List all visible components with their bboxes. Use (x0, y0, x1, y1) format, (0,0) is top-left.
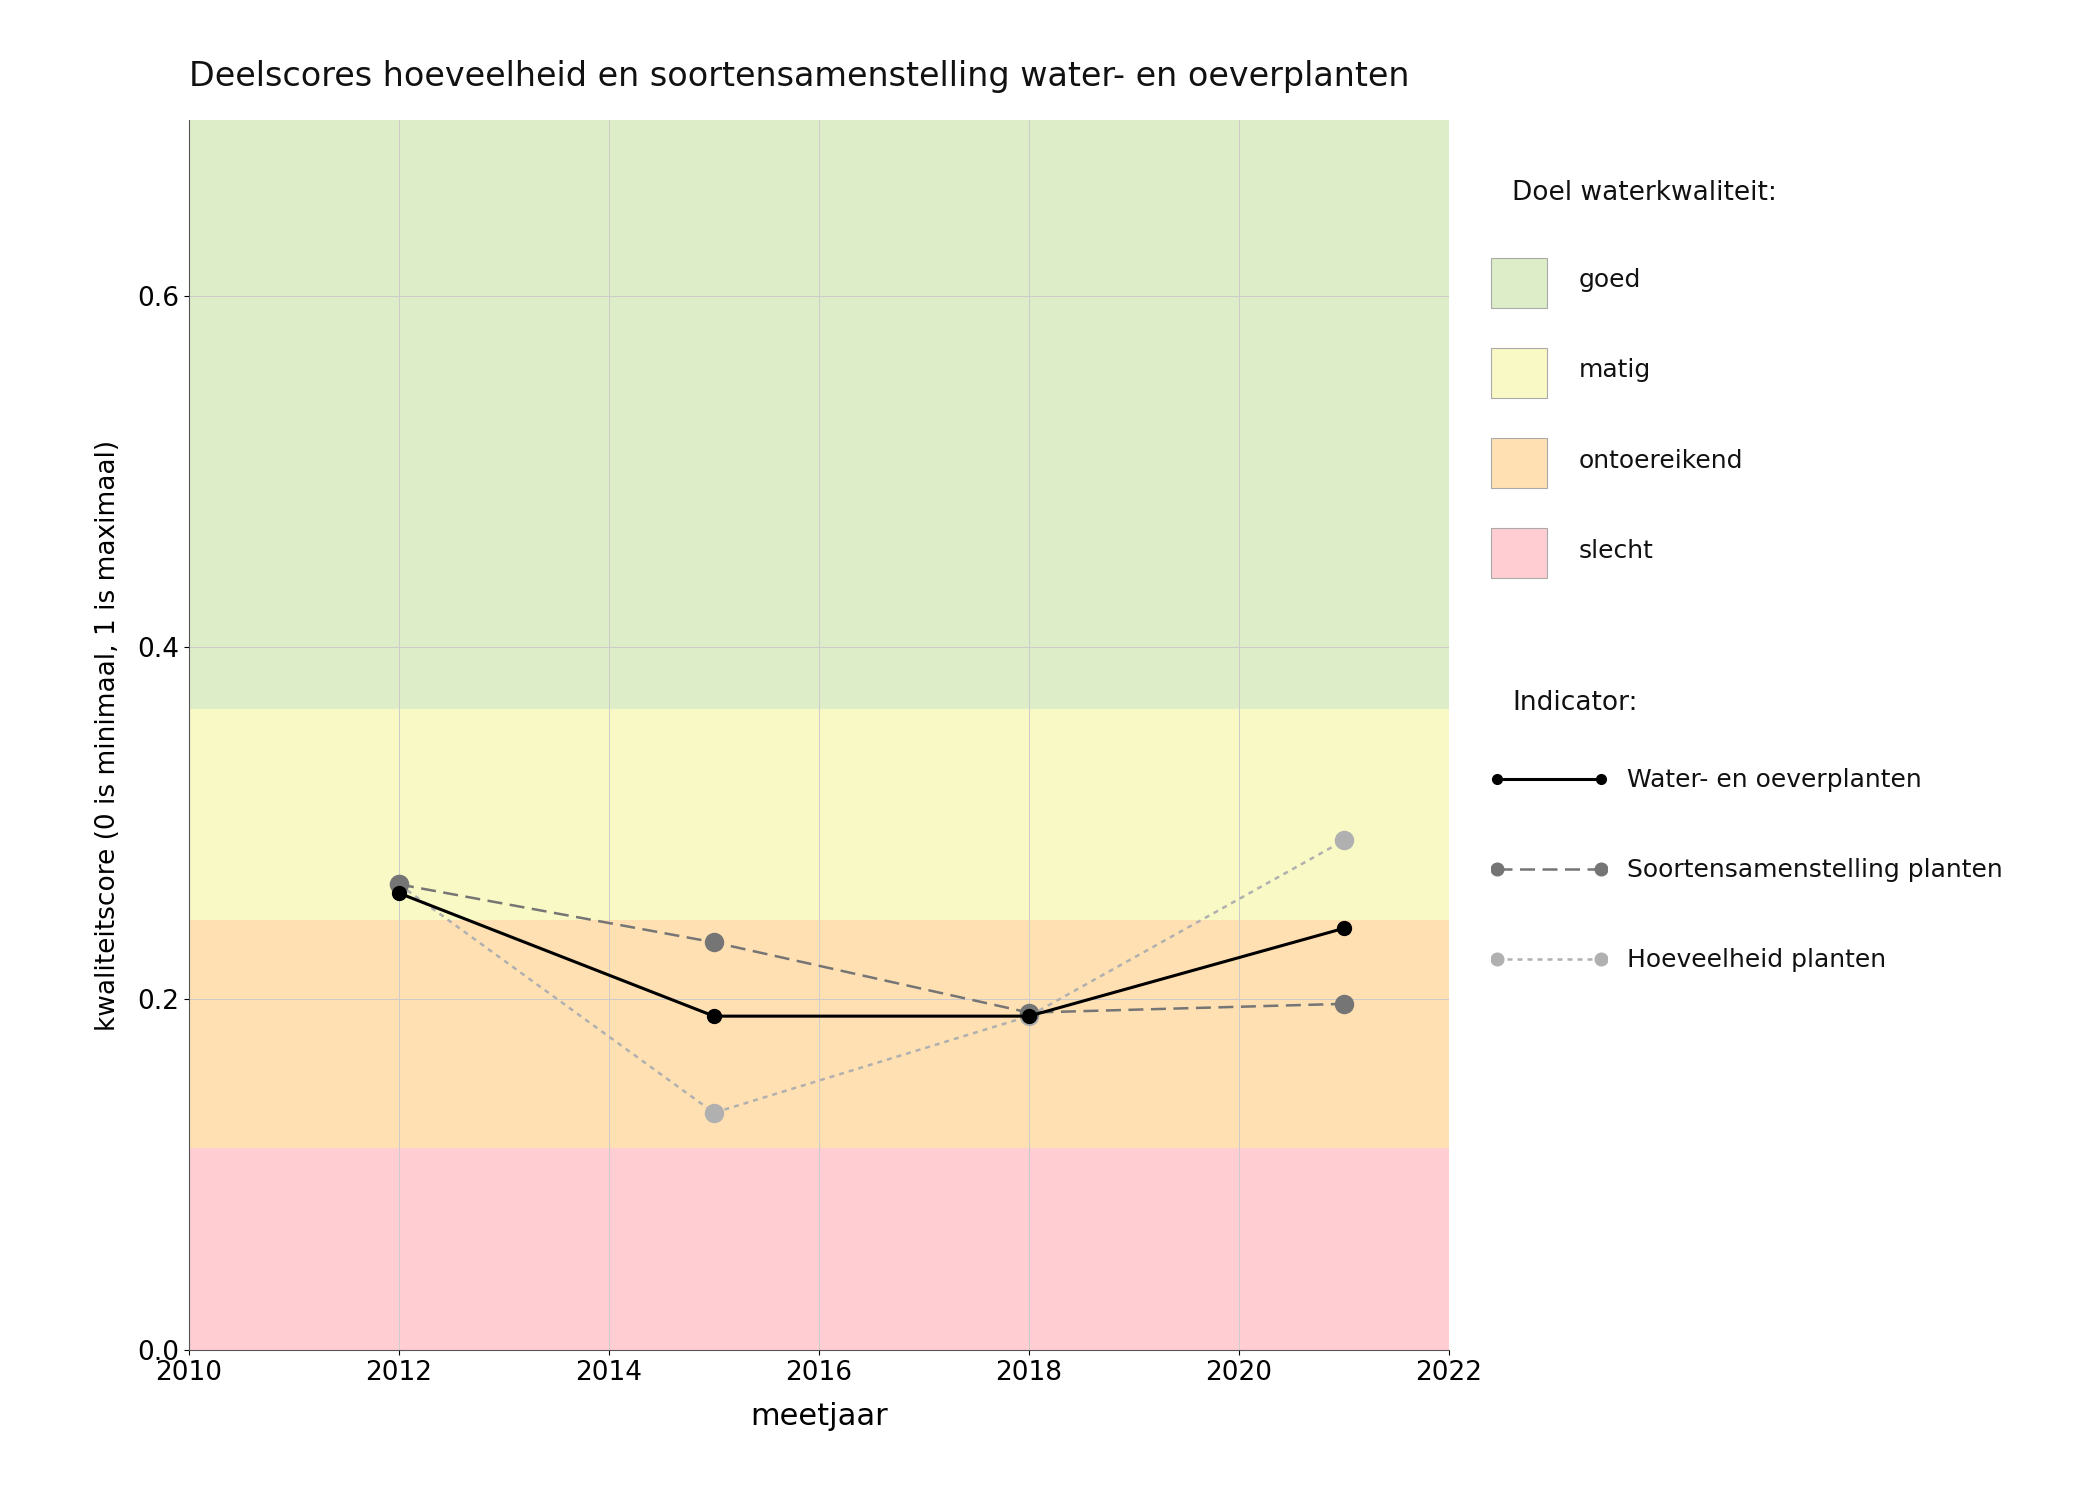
Water- en oeverplanten (1016, 1007, 1042, 1025)
Soortensamenstelling planten (1331, 994, 1357, 1012)
Bar (189, 1148, 1449, 1350)
Hoeveelheid planten (386, 876, 412, 894)
Text: Hoeveelheid planten: Hoeveelheid planten (1628, 948, 1886, 972)
Text: Deelscores hoeveelheid en soortensamenstelling water- en oeverplanten: Deelscores hoeveelheid en soortensamenst… (189, 60, 1409, 93)
Bar (189, 708, 1449, 920)
Soortensamenstelling planten (701, 933, 727, 951)
Text: Doel waterkwaliteit:: Doel waterkwaliteit: (1512, 180, 1777, 206)
Y-axis label: kwaliteitscore (0 is minimaal, 1 is maximaal): kwaliteitscore (0 is minimaal, 1 is maxi… (94, 440, 120, 1030)
Soortensamenstelling planten (1016, 1004, 1042, 1022)
Hoeveelheid planten (1331, 831, 1357, 849)
Water- en oeverplanten (1331, 920, 1357, 938)
Line: Hoeveelheid planten: Hoeveelheid planten (391, 831, 1352, 1122)
Bar (189, 920, 1449, 1148)
Hoeveelheid planten (701, 1104, 727, 1122)
Soortensamenstelling planten (386, 876, 412, 894)
Text: slecht: slecht (1579, 538, 1653, 562)
Hoeveelheid planten (1016, 1007, 1042, 1025)
Bar (189, 120, 1449, 708)
Line: Soortensamenstelling planten: Soortensamenstelling planten (391, 876, 1352, 1022)
Text: ontoereikend: ontoereikend (1579, 448, 1743, 472)
Water- en oeverplanten (701, 1007, 727, 1025)
Line: Water- en oeverplanten: Water- en oeverplanten (393, 886, 1350, 1023)
Text: Water- en oeverplanten: Water- en oeverplanten (1628, 768, 1922, 792)
Text: matig: matig (1579, 358, 1651, 382)
Text: goed: goed (1579, 268, 1640, 292)
Text: Indicator:: Indicator: (1512, 690, 1638, 715)
X-axis label: meetjaar: meetjaar (750, 1402, 888, 1431)
Water- en oeverplanten (386, 884, 412, 902)
Text: Soortensamenstelling planten: Soortensamenstelling planten (1628, 858, 2003, 882)
